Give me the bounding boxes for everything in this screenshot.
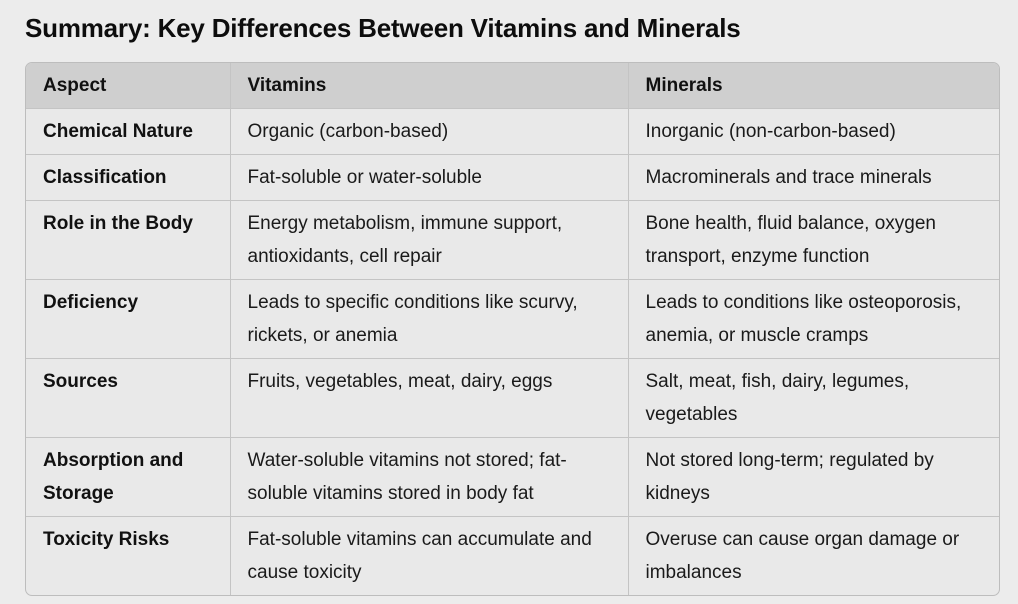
table-row: Role in the Body Energy metabolism, immu… (26, 200, 999, 280)
comparison-table-container: Aspect Vitamins Minerals Chemical Nature… (25, 62, 1000, 596)
cell-vitamins: Water-soluble vitamins not stored; fat-s… (230, 437, 629, 517)
cell-aspect: Toxicity Risks (26, 516, 231, 595)
cell-minerals: Not stored long-term; regulated by kidne… (628, 437, 999, 517)
cell-minerals: Overuse can cause organ damage or imbala… (645, 529, 960, 583)
cell-vitamins: Fat-soluble vitamins can accumulate and … (230, 516, 629, 595)
header-minerals: Minerals (628, 63, 999, 109)
cell-aspect: Sources (26, 358, 231, 438)
page-title: Summary: Key Differences Between Vitamin… (25, 13, 741, 43)
cell-aspect: Role in the Body (26, 200, 231, 280)
cell-minerals: Salt, meat, fish, dairy, legumes, vegeta… (628, 358, 999, 438)
cell-vitamins: Fat-soluble or water-soluble (230, 154, 629, 201)
header-aspect: Aspect (26, 63, 231, 109)
header-vitamins: Vitamins (230, 63, 629, 109)
cell-aspect: Chemical Nature (26, 108, 231, 155)
cell-vitamins: Fruits, vegetables, meat, dairy, eggs (230, 358, 629, 438)
cell-aspect: Deficiency (26, 279, 231, 359)
cell-minerals: Bone health, fluid balance, oxygen trans… (628, 200, 999, 280)
table-row: Toxicity Risks Fat-soluble vitamins can … (26, 516, 999, 595)
cell-vitamins: Organic (carbon-based) (230, 108, 629, 155)
table-body: Chemical Nature Organic (carbon-based) I… (26, 108, 999, 595)
header-row: Aspect Vitamins Minerals (26, 63, 999, 109)
table-row: Absorption and Storage Water-soluble vit… (26, 437, 999, 517)
comparison-table: Aspect Vitamins Minerals Chemical Nature… (26, 63, 999, 595)
cell-vitamins: Energy metabolism, immune support, antio… (230, 200, 629, 280)
table-row: Chemical Nature Organic (carbon-based) I… (26, 108, 999, 155)
table-row: Classification Fat-soluble or water-solu… (26, 154, 999, 201)
cell-aspect: Absorption and Storage (26, 437, 231, 517)
table-row: Sources Fruits, vegetables, meat, dairy,… (26, 358, 999, 438)
cell-vitamins: Leads to specific conditions like scurvy… (230, 279, 629, 359)
cell-minerals: Leads to conditions like osteoporosis, a… (628, 279, 999, 359)
cell-minerals: Inorganic (non-carbon-based) (628, 108, 999, 155)
table-row: Deficiency Leads to specific conditions … (26, 279, 999, 359)
table-header: Aspect Vitamins Minerals (26, 63, 999, 109)
cell-minerals: Macrominerals and trace minerals (628, 154, 999, 201)
cell-aspect: Classification (26, 154, 231, 201)
